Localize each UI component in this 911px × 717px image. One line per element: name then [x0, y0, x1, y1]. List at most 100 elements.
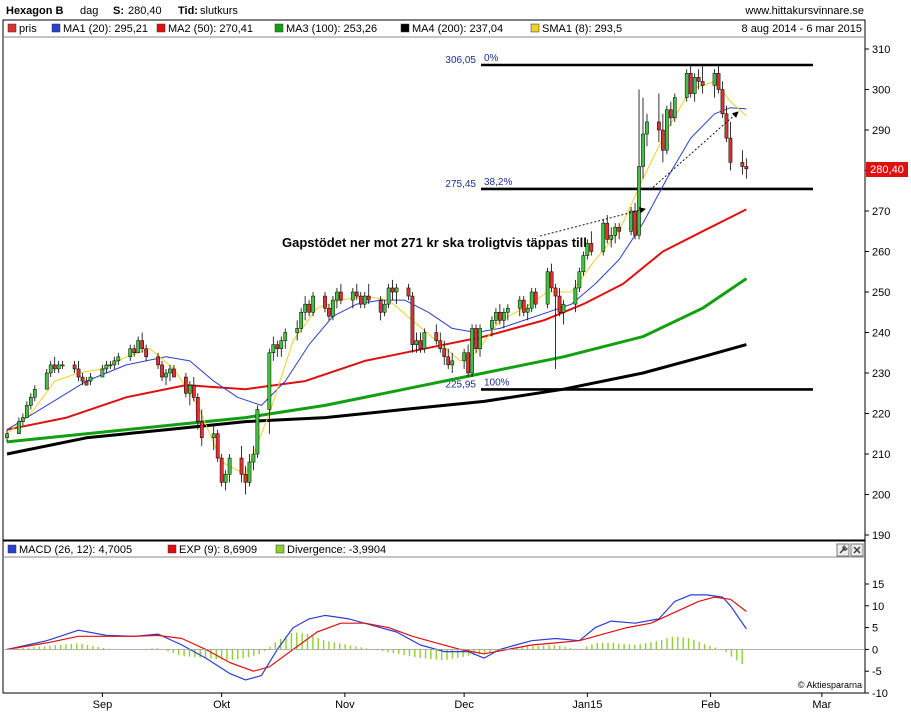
legend-label: MA3 (100): 253,26 — [286, 23, 377, 35]
candle — [728, 137, 733, 163]
candle — [724, 113, 729, 139]
y-tick-label: 270 — [872, 206, 890, 218]
candle — [712, 73, 717, 86]
candle — [215, 433, 220, 459]
y-tick-label: 240 — [872, 328, 890, 340]
candle — [498, 312, 502, 321]
candle — [517, 299, 522, 309]
candle — [390, 287, 395, 293]
macd-tick-label: 0 — [872, 644, 878, 656]
candle — [386, 287, 391, 305]
candle — [128, 348, 133, 358]
candle — [29, 397, 33, 406]
candle — [466, 352, 470, 374]
last-label: S: — [113, 5, 124, 17]
fib-value-label: 306,05 — [445, 55, 476, 66]
wrench-icon[interactable] — [836, 543, 850, 557]
candle — [25, 405, 29, 418]
candle — [303, 303, 307, 313]
candle — [104, 364, 109, 370]
candle — [581, 255, 586, 273]
candle — [17, 421, 21, 435]
candle — [44, 372, 49, 390]
y-tick-label: 310 — [872, 44, 890, 56]
candle — [100, 368, 105, 378]
candle — [327, 307, 331, 317]
close-icon[interactable] — [850, 543, 864, 557]
candle — [311, 295, 315, 313]
candle — [545, 271, 550, 305]
candle — [744, 166, 749, 170]
type-label: Tid: — [178, 5, 198, 17]
candle — [195, 397, 200, 422]
candle — [60, 364, 65, 367]
price-axis: 190200210220230240250260270280290300310 — [865, 44, 890, 542]
legend-swatch — [530, 23, 540, 33]
y-tick-label: 230 — [872, 368, 890, 380]
candle — [188, 384, 192, 394]
macd-axis: -10 -5 0 5 10 15 — [3, 579, 888, 700]
y-tick-label: 210 — [872, 449, 890, 461]
y-tick-label: 290 — [872, 125, 890, 137]
legend-swatch — [274, 23, 284, 33]
macd-tick-label: -5 — [872, 666, 882, 678]
candle — [199, 421, 204, 439]
candle — [573, 287, 578, 305]
y-tick-label: 260 — [872, 247, 890, 259]
macd-panel — [2, 540, 866, 694]
macd-tick-label: -10 — [872, 688, 888, 700]
candle — [394, 287, 399, 293]
candle — [470, 328, 474, 374]
legend-swatch — [275, 544, 285, 554]
candle — [72, 364, 77, 370]
candle — [490, 320, 494, 329]
candle — [696, 77, 701, 82]
x-tick-label: Sep — [93, 699, 113, 711]
macd-tick-label: 15 — [872, 579, 884, 591]
candle — [255, 409, 260, 455]
annotation-text: Gapstödet ner mot 271 kr ska troligtvis … — [282, 235, 587, 250]
candle — [378, 299, 383, 313]
candle — [716, 73, 721, 90]
legend-swatch — [156, 23, 166, 33]
footer-brand: © Aktiespararna — [798, 680, 862, 690]
stock-name: Hexagon B — [6, 5, 64, 17]
candle — [525, 307, 530, 313]
fib-pct-label: 38,2% — [484, 177, 512, 188]
candle — [533, 291, 538, 305]
candle — [239, 457, 244, 475]
candle — [354, 291, 359, 297]
candle — [140, 340, 145, 349]
macd-lines — [6, 594, 747, 681]
site-url: www.hittakursvinnare.se — [744, 5, 864, 17]
candle — [577, 271, 582, 289]
candle — [219, 457, 224, 483]
fib-value-label: 225,95 — [445, 379, 476, 390]
x-tick-label: Feb — [701, 699, 720, 711]
candle — [339, 291, 343, 301]
macd-line — [6, 596, 747, 672]
legend-label: Divergence: -3,9904 — [287, 544, 386, 556]
candle — [80, 376, 85, 382]
candle — [350, 291, 355, 301]
candle — [684, 73, 689, 98]
candle — [478, 328, 482, 349]
fib-levels: 306,05 0% 275,45 38,2% 225,95 100% — [445, 53, 813, 391]
candle — [227, 457, 232, 475]
candle — [557, 295, 562, 313]
candle — [521, 299, 526, 313]
x-tick-label: Mar — [812, 699, 831, 711]
candle — [168, 368, 172, 374]
legend-swatch — [167, 544, 177, 554]
candle — [700, 81, 705, 86]
candle — [362, 295, 367, 305]
legend-label: MA4 (200): 237,04 — [412, 23, 503, 35]
interval: dag — [80, 5, 98, 17]
type-value: slutkurs — [200, 5, 238, 17]
candle — [641, 133, 645, 167]
fib-pct-label: 0% — [484, 53, 499, 64]
candle — [331, 299, 335, 317]
last-price-tag-text: 280,40 — [870, 164, 904, 176]
candle — [5, 433, 9, 439]
